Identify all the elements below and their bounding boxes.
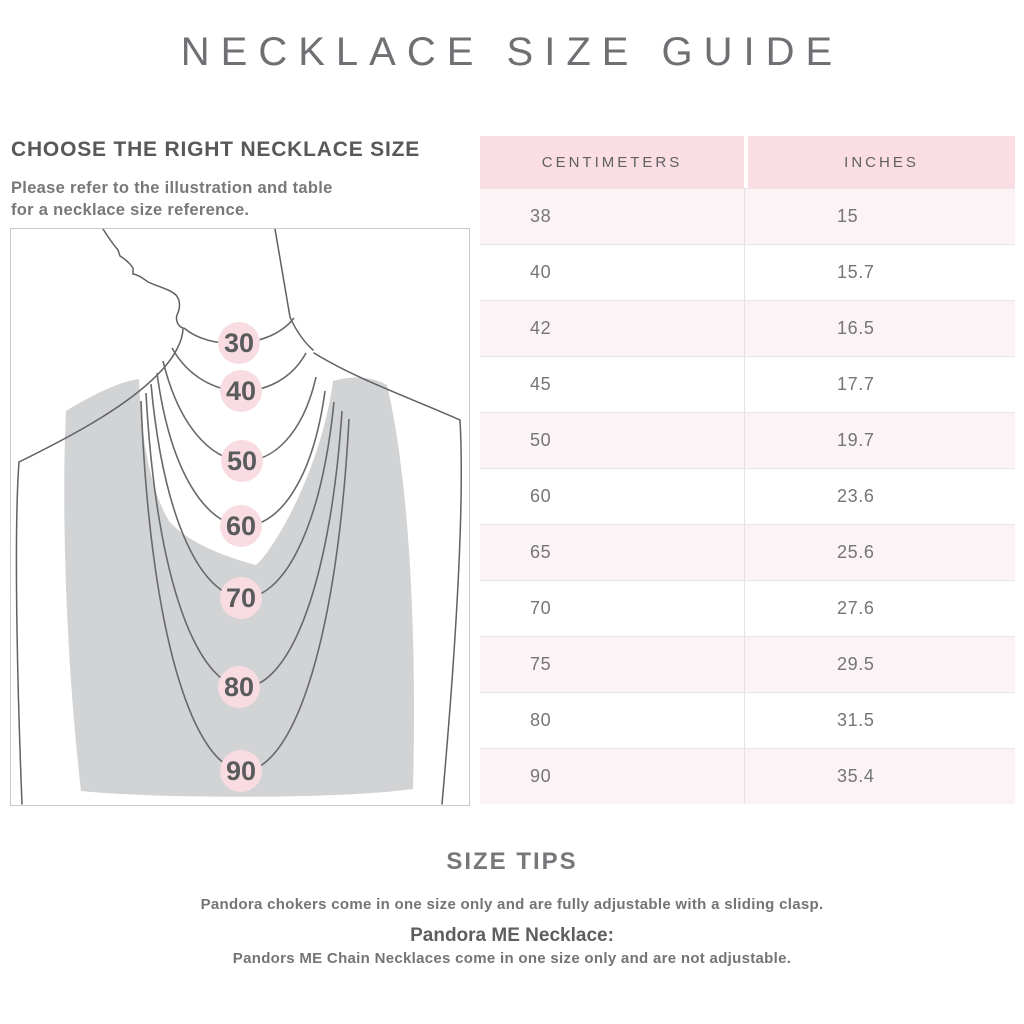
table-row: 90 35.4 — [480, 748, 1015, 804]
size-circle-30 — [218, 322, 260, 364]
table-row: 45 17.7 — [480, 356, 1015, 412]
inch-value: 15.7 — [744, 245, 1015, 300]
inch-value: 25.6 — [744, 525, 1015, 580]
choker-tip-text: Pandora chokers come in one size only an… — [200, 896, 824, 913]
right-shoulder-line — [313, 352, 461, 421]
table-row: 50 19.7 — [480, 412, 1015, 468]
cm-value: 75 — [530, 654, 552, 674]
section-subtext-line2: for a necklace size reference. — [11, 201, 250, 219]
table-row: 65 25.6 — [480, 524, 1015, 580]
section-heading: CHOOSE THE RIGHT NECKLACE SIZE — [11, 138, 421, 161]
cm-value: 60 — [530, 486, 552, 506]
table-header-row: CENTIMETERS INCHES — [480, 136, 1015, 188]
right-arm-line — [441, 419, 462, 805]
inch-value: 17.7 — [744, 357, 1015, 412]
size-label-40: 40 — [226, 376, 256, 406]
pandora-me-subheading: Pandora ME Necklace: — [410, 925, 614, 946]
size-label-60: 60 — [226, 511, 256, 541]
section-subtext-line1: Please refer to the illustration and tab… — [11, 179, 333, 197]
column-header-inches: INCHES — [748, 136, 1015, 188]
table-row: 60 23.6 — [480, 468, 1015, 524]
table-row: 70 27.6 — [480, 580, 1015, 636]
cm-value: 38 — [530, 206, 552, 226]
necklace-length-illustration: 30 40 50 60 70 80 90 — [10, 228, 470, 806]
size-tips-heading: SIZE TIPS — [446, 848, 578, 875]
inch-value: 16.5 — [744, 301, 1015, 356]
size-circle-70 — [220, 577, 262, 619]
size-circle-80 — [218, 666, 260, 708]
size-circle-50 — [221, 440, 263, 482]
inch-value: 35.4 — [744, 749, 1015, 804]
pandora-me-tip-text: Pandors ME Chain Necklaces come in one s… — [232, 950, 792, 967]
size-circle-90 — [220, 750, 262, 792]
cm-value: 50 — [530, 430, 552, 450]
table-row: 42 16.5 — [480, 300, 1015, 356]
inch-value: 19.7 — [744, 413, 1015, 468]
cm-value: 40 — [530, 262, 552, 282]
table-row: 75 29.5 — [480, 636, 1015, 692]
cm-value: 45 — [530, 374, 552, 394]
cm-value: 80 — [530, 710, 552, 730]
back-neck-line — [274, 229, 314, 351]
size-circle-60 — [220, 505, 262, 547]
size-label-30: 30 — [224, 328, 254, 358]
column-header-centimeters: CENTIMETERS — [480, 136, 744, 188]
table-row: 40 15.7 — [480, 244, 1015, 300]
inch-value: 23.6 — [744, 469, 1015, 524]
cm-value: 42 — [530, 318, 552, 338]
inch-value: 15 — [744, 189, 1015, 244]
table-row: 80 31.5 — [480, 692, 1015, 748]
face-profile-line — [102, 229, 184, 371]
size-conversion-table: CENTIMETERS INCHES 38 15 40 15.7 42 16.5 45… — [480, 136, 1015, 804]
inch-value: 31.5 — [744, 693, 1015, 748]
page-title: NECKLACE SIZE GUIDE — [180, 30, 844, 74]
inch-value: 27.6 — [744, 581, 1015, 636]
size-circle-40 — [220, 370, 262, 412]
section-subtext: Please refer to the illustration and tab… — [11, 177, 333, 221]
table-row: 38 15 — [480, 188, 1015, 244]
size-label-80: 80 — [224, 672, 254, 702]
cm-value: 65 — [530, 542, 552, 562]
neck-diagram-svg: 30 40 50 60 70 80 90 — [15, 229, 462, 805]
size-label-50: 50 — [227, 446, 257, 476]
cm-value: 70 — [530, 598, 552, 618]
inch-value: 29.5 — [744, 637, 1015, 692]
left-arm-line — [15, 461, 23, 805]
size-label-90: 90 — [226, 756, 256, 786]
left-shoulder-line — [18, 369, 163, 463]
size-label-70: 70 — [226, 583, 256, 613]
cm-value: 90 — [530, 766, 552, 786]
